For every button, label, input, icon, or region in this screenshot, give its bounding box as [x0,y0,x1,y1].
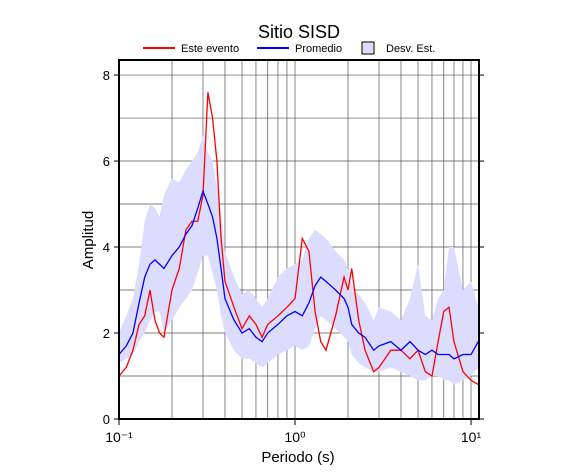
x-tick-label: 10¹ [461,429,482,445]
x-tick-label: 10⁰ [284,429,306,445]
axes: 0 2 4 6 8 10⁻¹ 10⁰ 10¹ [103,59,484,445]
legend-item: Promedio [257,43,342,55]
y-tick-label: 2 [103,326,110,341]
series-line [118,189,479,360]
legend-swatch [361,41,375,55]
legend-item: Este evento [143,43,239,55]
y-tick-label: 6 [103,154,110,169]
legend-label: Promedio [295,43,342,55]
y-tick-label: 0 [103,412,110,427]
plot-data [118,92,479,386]
legend-label: Este evento [181,43,239,55]
y-axis-label: Amplitud [80,211,97,269]
legend-label: Desv. Est. [386,43,435,55]
x-axis-label: Periodo (s) [261,449,334,466]
chart-title: Sitio SISD [258,22,340,42]
x-tick-label: 10⁻¹ [105,429,133,445]
y-tick-label: 4 [103,240,110,255]
legend-item: Desv. Est. [361,41,435,55]
plot-frame [118,59,480,420]
std-band [119,135,479,385]
y-tick-label: 8 [103,68,110,83]
